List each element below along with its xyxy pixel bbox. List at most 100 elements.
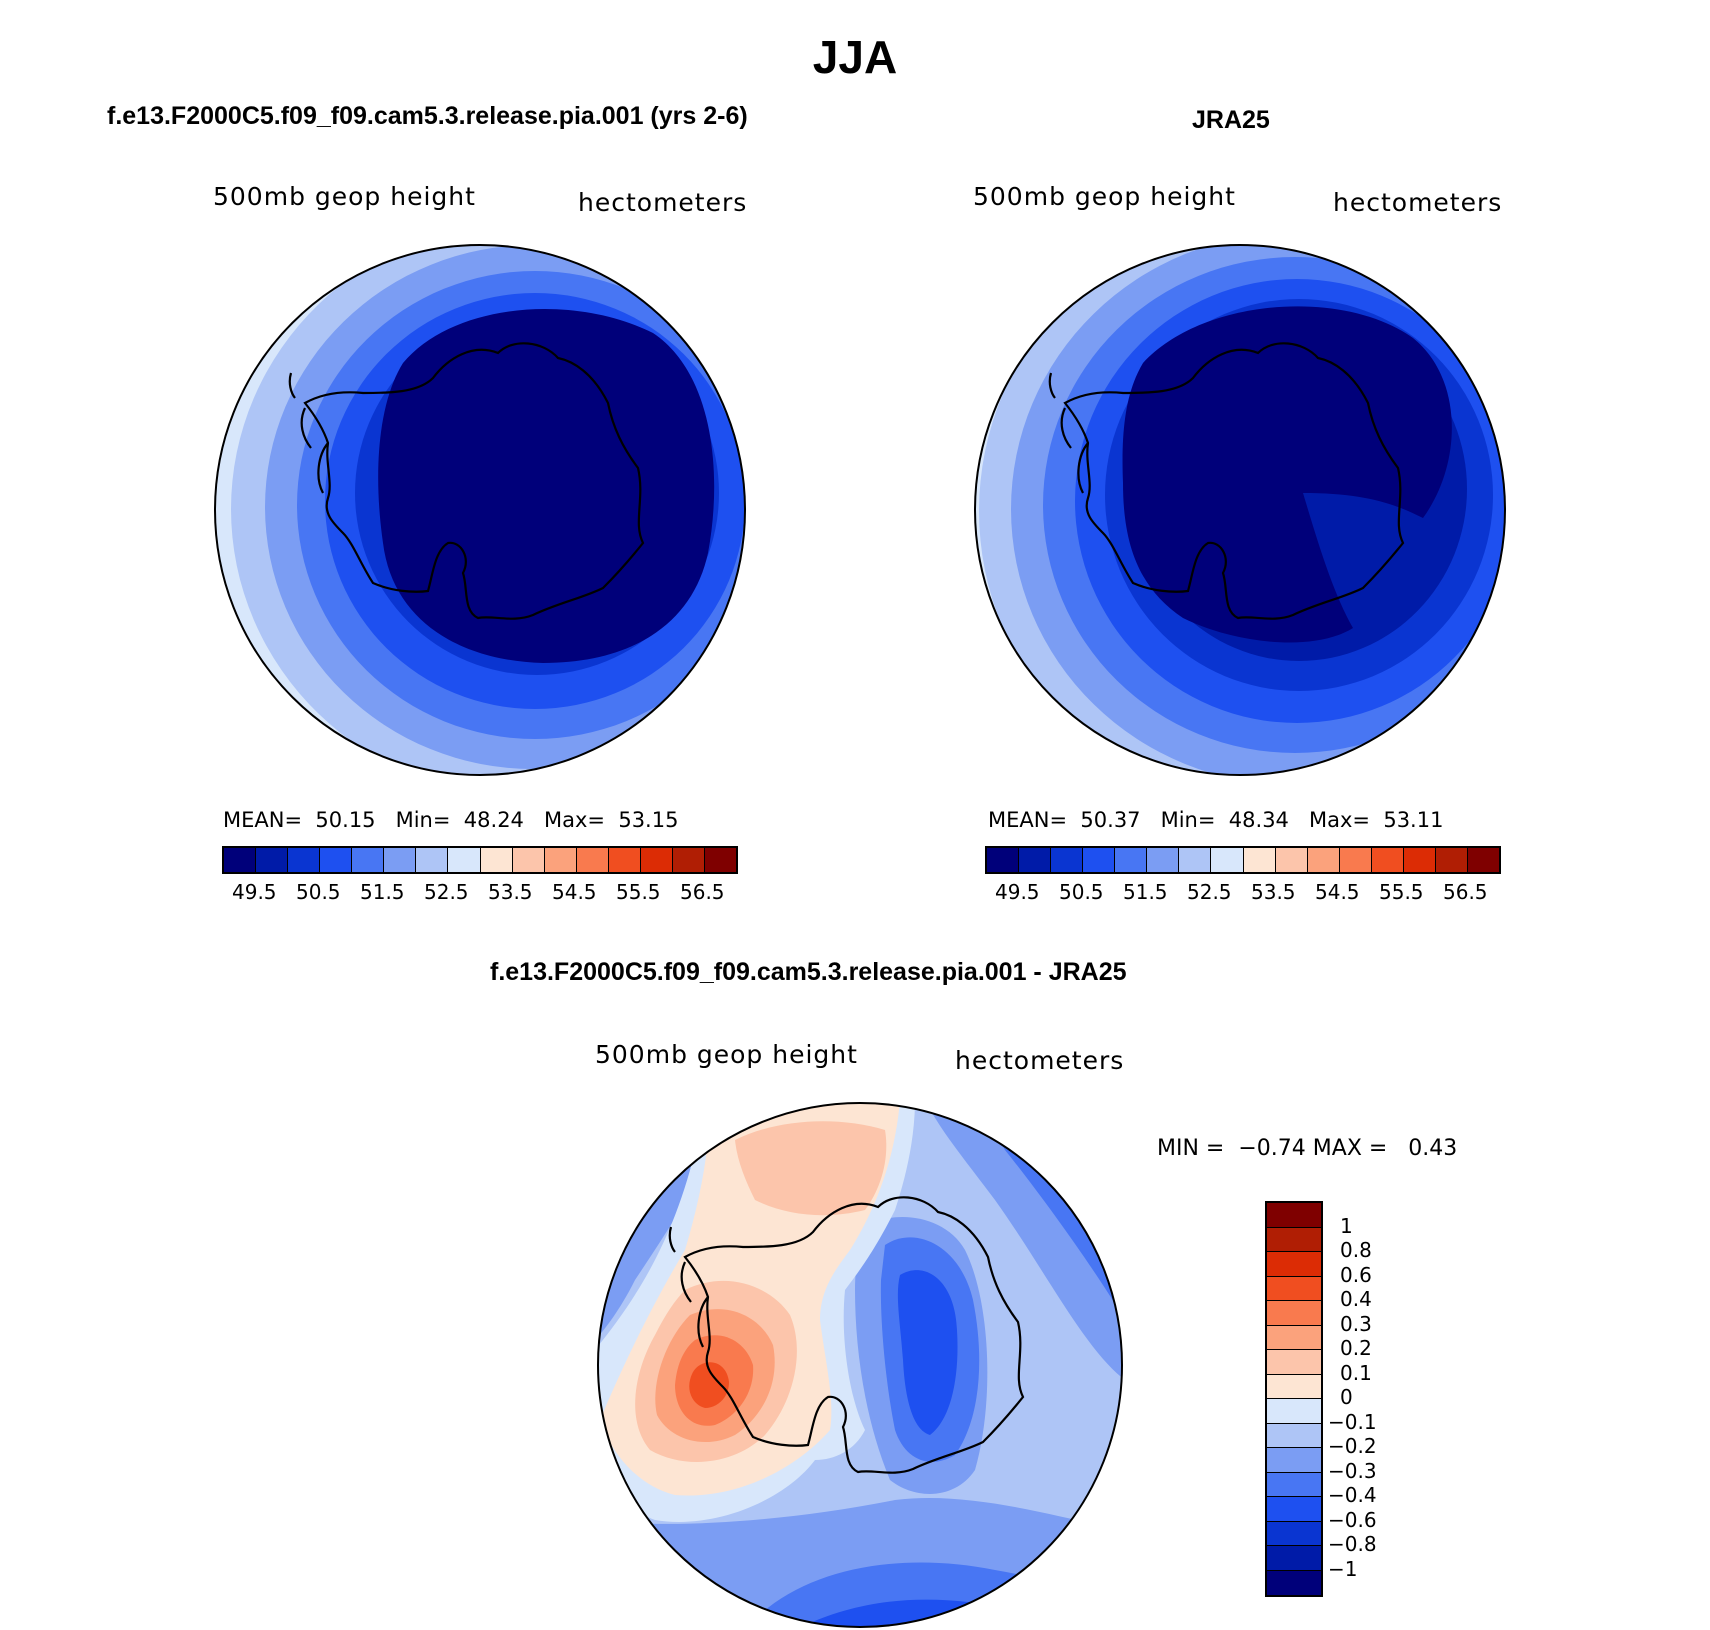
colorbar-swatch [1147,848,1180,872]
model-panel-title: f.e13.F2000C5.f09_f09.cam5.3.release.pia… [107,102,748,130]
colorbar-tick-label: 0.4 [1340,1287,1372,1311]
colorbar-tick-label: −0.3 [1328,1458,1377,1483]
colorbar-tick-label: 0.3 [1340,1311,1372,1336]
figure-title: JJA [812,31,898,83]
colorbar-tick-label: 51.5 [360,880,405,904]
colorbar-swatch [1267,1325,1321,1350]
diff-panel-title: f.e13.F2000C5.f09_f09.cam5.3.release.pia… [490,958,1127,986]
colorbar-tick-label: 52.5 [424,880,469,904]
colorbar-swatch [224,848,257,872]
colorbar-swatch [1267,1350,1321,1375]
colorbar-swatch [1435,848,1468,872]
colorbar-swatch [512,848,545,872]
colorbar-swatch [1267,1448,1321,1473]
colorbar-tick-label: 0 [1340,1385,1353,1409]
colorbar-swatch [1267,1301,1321,1326]
colorbar-swatch [1179,848,1212,872]
obs-colorbar [985,846,1501,874]
colorbar-swatch [640,848,673,872]
colorbar-tick-label: 56.5 [680,880,725,904]
obs-units-label: hectometers [1333,188,1503,217]
colorbar-swatch [1275,848,1308,872]
colorbar-tick-label: 55.5 [1379,880,1424,904]
colorbar-swatch [448,848,481,872]
colorbar-tick-label: −0.6 [1328,1507,1377,1532]
colorbar-swatch [480,848,513,872]
diff-colorbar-ticks: 1 0.8 0.6 0.4 0.3 0.2 0.1 0 −0.1 −0.2 −0.3 −0.4 −0.6… [1328,1201,1408,1597]
colorbar-swatch [1403,848,1436,872]
obs-max-label: Max= [1308,808,1370,832]
colorbar-tick-label: 55.5 [616,880,661,904]
colorbar-tick-label: 0.8 [1340,1238,1372,1262]
model-max-value: 53.15 [618,808,679,832]
colorbar-tick-label: 49.5 [232,880,277,904]
obs-min-label: Min= [1160,808,1216,832]
diff-colorbar [1265,1201,1323,1597]
obs-colorbar-ticks: 49.5 50.5 51.5 52.5 53.5 54.5 55.5 56.5 [985,880,1501,908]
colorbar-tick-label: 1 [1340,1213,1353,1238]
model-colorbar [222,846,738,874]
model-variable-label: 500mb geop height [213,182,476,211]
colorbar-swatch [672,848,705,872]
colorbar-swatch [1267,1227,1321,1252]
colorbar-swatch [256,848,289,872]
colorbar-tick-label: 0.1 [1340,1360,1372,1385]
obs-mean-label: MEAN= [988,808,1068,832]
colorbar-swatch [1267,1472,1321,1497]
diff-stats: MIN = −0.74 MAX = 0.43 [1157,1136,1457,1161]
colorbar-swatch [1267,1521,1321,1546]
colorbar-tick-label: −0.4 [1328,1483,1377,1507]
antarctica-coastline [668,1196,1025,1474]
antarctica-coastline [288,342,645,620]
colorbar-tick-label: 54.5 [552,880,597,904]
model-mean-label: MEAN= [223,808,303,832]
colorbar-tick-label: 0.2 [1340,1336,1372,1360]
colorbar-swatch [1339,848,1372,872]
colorbar-swatch [1267,1546,1321,1571]
colorbar-swatch [1267,1252,1321,1277]
colorbar-tick-label: 53.5 [1251,880,1296,904]
diff-min-label: MIN = [1157,1136,1225,1161]
diff-variable-label: 500mb geop height [595,1040,858,1069]
obs-panel-title: JRA25 [1192,106,1270,134]
model-stats: MEAN= 50.15 Min= 48.24 Max= 53.15 [223,808,678,832]
colorbar-swatch [1467,848,1499,872]
colorbar-swatch [1371,848,1404,872]
model-mean-value: 50.15 [315,808,376,832]
diff-units-label: hectometers [955,1046,1125,1075]
model-min-label: Min= [395,808,451,832]
colorbar-swatch [384,848,417,872]
colorbar-tick-label: −0.1 [1328,1409,1377,1434]
obs-stats: MEAN= 50.37 Min= 48.34 Max= 53.11 [988,808,1443,832]
colorbar-swatch [1083,848,1116,872]
colorbar-tick-label: 54.5 [1315,880,1360,904]
colorbar-tick-label: 50.5 [296,880,341,904]
colorbar-swatch [576,848,609,872]
model-min-value: 48.24 [463,808,524,832]
model-polar-map [214,244,746,776]
colorbar-tick-label: 0.6 [1340,1262,1372,1287]
model-colorbar-ticks: 49.5 50.5 51.5 52.5 53.5 54.5 55.5 56.5 [222,880,738,908]
colorbar-swatch [1267,1374,1321,1399]
colorbar-swatch [704,848,736,872]
obs-variable-label: 500mb geop height [973,182,1236,211]
diff-min-value: −0.74 [1238,1136,1306,1161]
obs-max-value: 53.11 [1383,808,1444,832]
colorbar-swatch [1267,1570,1321,1595]
colorbar-swatch [1267,1276,1321,1301]
colorbar-swatch [1019,848,1052,872]
colorbar-swatch [544,848,577,872]
colorbar-swatch [1307,848,1340,872]
colorbar-tick-label: 53.5 [488,880,533,904]
diff-max-label: MAX = [1312,1136,1388,1161]
colorbar-tick-label: 51.5 [1123,880,1168,904]
colorbar-swatch [1051,848,1084,872]
colorbar-swatch [1267,1423,1321,1448]
colorbar-swatch [1267,1399,1321,1424]
obs-polar-map [974,244,1506,776]
colorbar-tick-label: 49.5 [995,880,1040,904]
colorbar-swatch [987,848,1020,872]
colorbar-tick-label: 50.5 [1059,880,1104,904]
colorbar-tick-label: −1 [1328,1556,1358,1581]
colorbar-tick-label: −0.2 [1328,1434,1377,1458]
